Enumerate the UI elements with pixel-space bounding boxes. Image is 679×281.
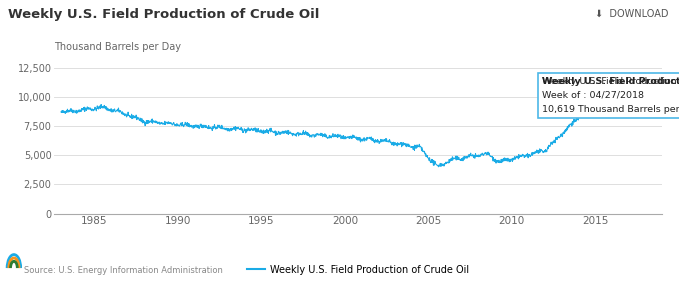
Text: Weekly U.S. Field Production of Crude Oil
Week of : 04/27/2018
10,619 Thousand B: Weekly U.S. Field Production of Crude Oi… xyxy=(542,77,679,114)
Legend: Weekly U.S. Field Production of Crude Oil: Weekly U.S. Field Production of Crude Oi… xyxy=(244,261,473,278)
Text: Weekly U.S. Field Production of Crude Oil: Weekly U.S. Field Production of Crude Oi… xyxy=(543,77,679,86)
Text: Weekly U.S. Field Production of Crude Oil: Weekly U.S. Field Production of Crude Oi… xyxy=(8,8,320,21)
Text: Thousand Barrels per Day: Thousand Barrels per Day xyxy=(54,42,181,52)
Text: ⬇  DOWNLOAD: ⬇ DOWNLOAD xyxy=(595,8,669,19)
Text: Source: U.S. Energy Information Administration: Source: U.S. Energy Information Administ… xyxy=(24,266,223,275)
